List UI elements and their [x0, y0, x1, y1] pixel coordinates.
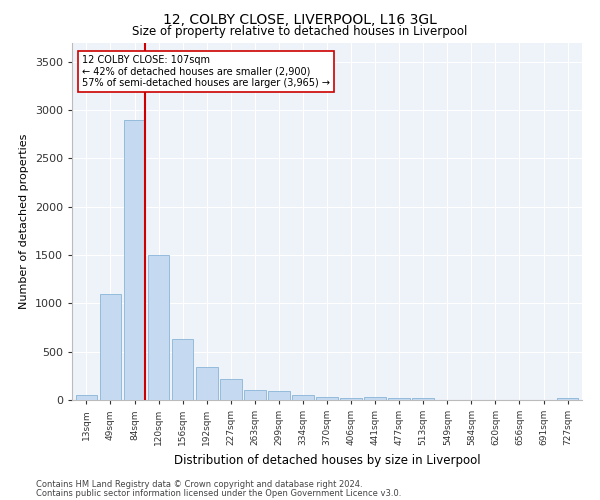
Bar: [244, 390, 266, 400]
Text: 12, COLBY CLOSE, LIVERPOOL, L16 3GL: 12, COLBY CLOSE, LIVERPOOL, L16 3GL: [163, 12, 437, 26]
Bar: [172, 339, 193, 400]
Bar: [364, 396, 386, 400]
X-axis label: Distribution of detached houses by size in Liverpool: Distribution of detached houses by size …: [173, 454, 481, 466]
Text: 12 COLBY CLOSE: 107sqm
← 42% of detached houses are smaller (2,900)
57% of semi-: 12 COLBY CLOSE: 107sqm ← 42% of detached…: [82, 55, 330, 88]
Y-axis label: Number of detached properties: Number of detached properties: [19, 134, 29, 309]
Bar: [340, 398, 362, 400]
Bar: [557, 398, 578, 400]
Bar: [124, 120, 145, 400]
Bar: [316, 396, 338, 400]
Bar: [196, 367, 218, 400]
Bar: [292, 394, 314, 400]
Bar: [220, 378, 242, 400]
Bar: [76, 395, 97, 400]
Bar: [412, 398, 434, 400]
Text: Contains HM Land Registry data © Crown copyright and database right 2024.: Contains HM Land Registry data © Crown c…: [36, 480, 362, 489]
Bar: [388, 398, 410, 400]
Bar: [100, 294, 121, 400]
Text: Contains public sector information licensed under the Open Government Licence v3: Contains public sector information licen…: [36, 489, 401, 498]
Bar: [268, 391, 290, 400]
Text: Size of property relative to detached houses in Liverpool: Size of property relative to detached ho…: [133, 25, 467, 38]
Bar: [148, 255, 169, 400]
